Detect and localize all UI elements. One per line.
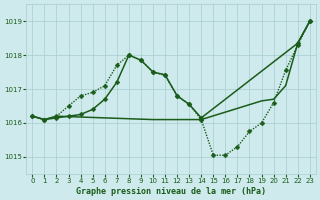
X-axis label: Graphe pression niveau de la mer (hPa): Graphe pression niveau de la mer (hPa)	[76, 187, 266, 196]
